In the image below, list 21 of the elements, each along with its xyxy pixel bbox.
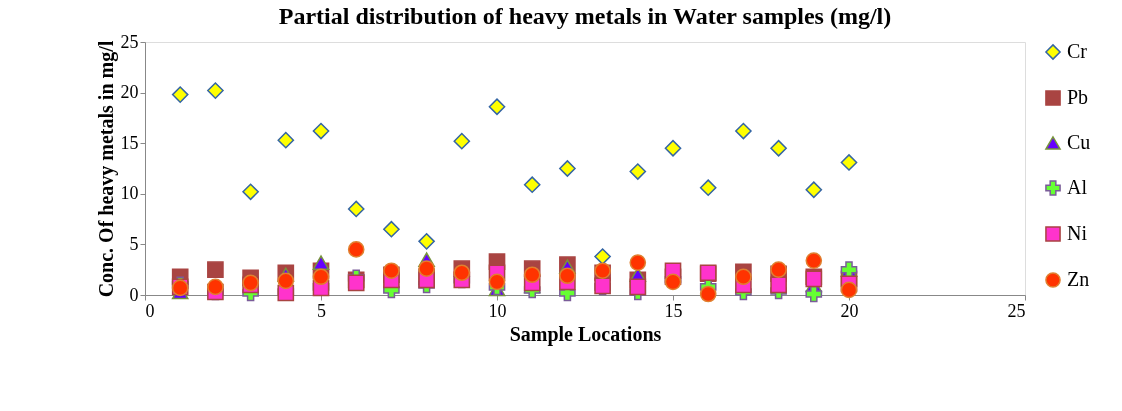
y-axis-title: Conc. Of heavy metals in mg/l: [94, 40, 118, 298]
chart-title: Partial distribution of heavy metals in Water samples (mg/l): [278, 3, 892, 29]
legend-label: Ni: [1067, 222, 1088, 244]
x-tick-label: 15: [664, 300, 683, 321]
x-tick-label: 0: [145, 300, 155, 321]
legend-label: Cr: [1067, 40, 1088, 62]
x-tick-label: 5: [317, 300, 326, 321]
legend-label: Zn: [1067, 268, 1090, 290]
y-tick-label: 10: [120, 183, 139, 204]
legend-label: Al: [1067, 176, 1088, 198]
y-tick-label: 5: [129, 233, 139, 254]
y-tick-label: 0: [129, 284, 139, 305]
x-tick-label: 25: [1007, 300, 1026, 321]
x-axis-title: Sample Locations: [509, 322, 662, 346]
y-tick-label: 15: [120, 132, 139, 153]
legend-label: Pb: [1067, 86, 1089, 108]
x-tick-label: 20: [840, 300, 859, 321]
x-tick-label: 10: [488, 300, 507, 321]
legend-label: Cu: [1067, 131, 1091, 153]
y-tick-label: 20: [120, 82, 139, 103]
y-tick-label: 25: [120, 31, 139, 52]
